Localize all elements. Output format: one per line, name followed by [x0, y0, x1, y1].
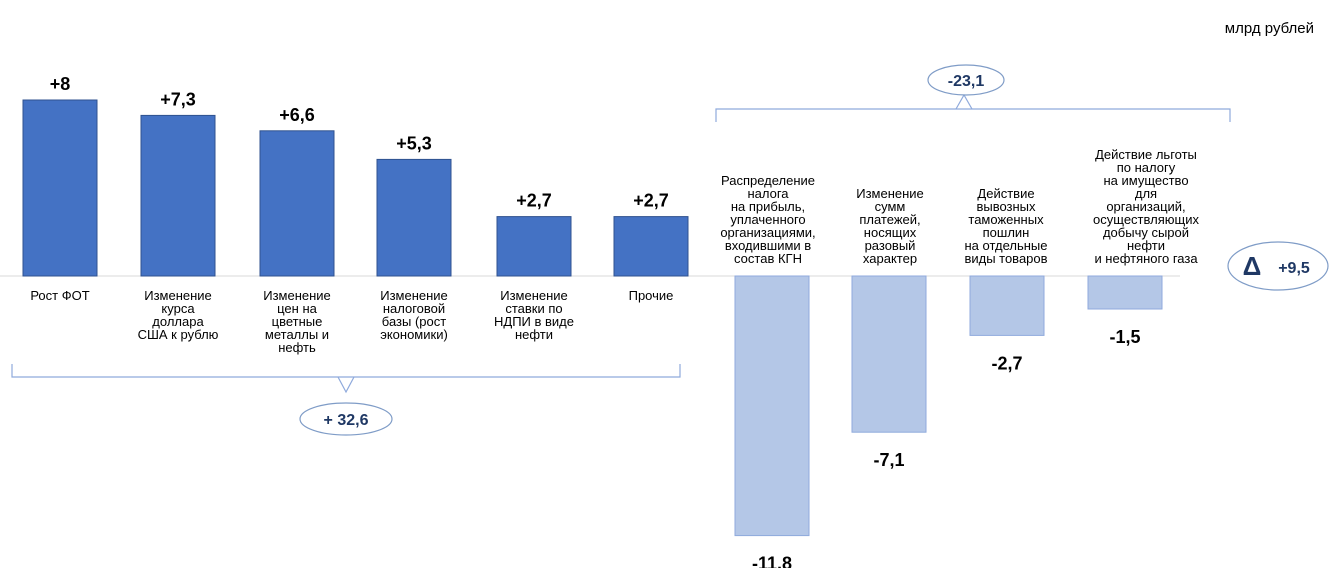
positive-bar	[496, 216, 572, 277]
positive-bar	[376, 158, 452, 277]
delta-oval	[1227, 241, 1329, 291]
negative-bar	[734, 275, 810, 537]
unit-label: млрд рублей	[1224, 20, 1314, 37]
negative-bar	[969, 275, 1045, 336]
positive-category-label: Прочие	[628, 288, 674, 303]
positive-category-label: Рост ФОТ	[30, 288, 90, 303]
negative-total-oval	[927, 64, 1005, 96]
negative-value-label: -1,5	[1109, 327, 1140, 347]
positive-total-oval	[299, 402, 393, 436]
positive-value-label: +8	[50, 74, 71, 94]
negative-bar	[851, 275, 927, 433]
delta-value: +9,5	[1278, 260, 1310, 277]
positive-value-label: +2,7	[516, 191, 552, 211]
positive-bar	[259, 130, 335, 277]
positive-bar	[22, 99, 98, 277]
positive-category-label: Изменение курса доллара США к рублю	[137, 288, 219, 342]
negative-value-label: -7,1	[873, 450, 904, 470]
positive-category-label: Изменение цен на цветные металлы и нефть	[263, 288, 331, 355]
positive-value-label: +6,6	[279, 105, 315, 125]
negative-total-label: -23,1	[948, 73, 985, 90]
negative-category-label: Распределение налога на прибыль, уплачен…	[720, 173, 816, 266]
positive-group-bracket-tick	[337, 376, 355, 394]
negative-value-label: -11,8	[752, 554, 792, 568]
negative-category-label: Действие вывозных таможенных пошлин на о…	[964, 186, 1048, 266]
positive-bar	[140, 114, 216, 277]
negative-value-label: -2,7	[991, 353, 1022, 373]
negative-bar	[1087, 275, 1163, 310]
positive-value-label: +2,7	[633, 191, 669, 211]
positive-value-label: +5,3	[396, 133, 432, 153]
negative-group-bracket-tick	[955, 93, 973, 110]
positive-total-label: + 32,6	[324, 412, 369, 429]
negative-group-bracket	[715, 108, 1231, 122]
positive-bar	[613, 216, 689, 277]
positive-category-label: Изменение ставки по НДПИ в виде нефти	[494, 288, 574, 342]
delta-symbol: Δ	[1243, 251, 1262, 281]
negative-category-label: Изменение сумм платежей, носящих разовый…	[856, 186, 924, 266]
negative-category-label: Действие льготы по налогу на имущество д…	[1093, 147, 1199, 266]
positive-group-bracket	[11, 364, 681, 378]
positive-value-label: +7,3	[160, 89, 196, 109]
positive-category-label: Изменение налоговой базы (рост экономики…	[380, 288, 448, 342]
